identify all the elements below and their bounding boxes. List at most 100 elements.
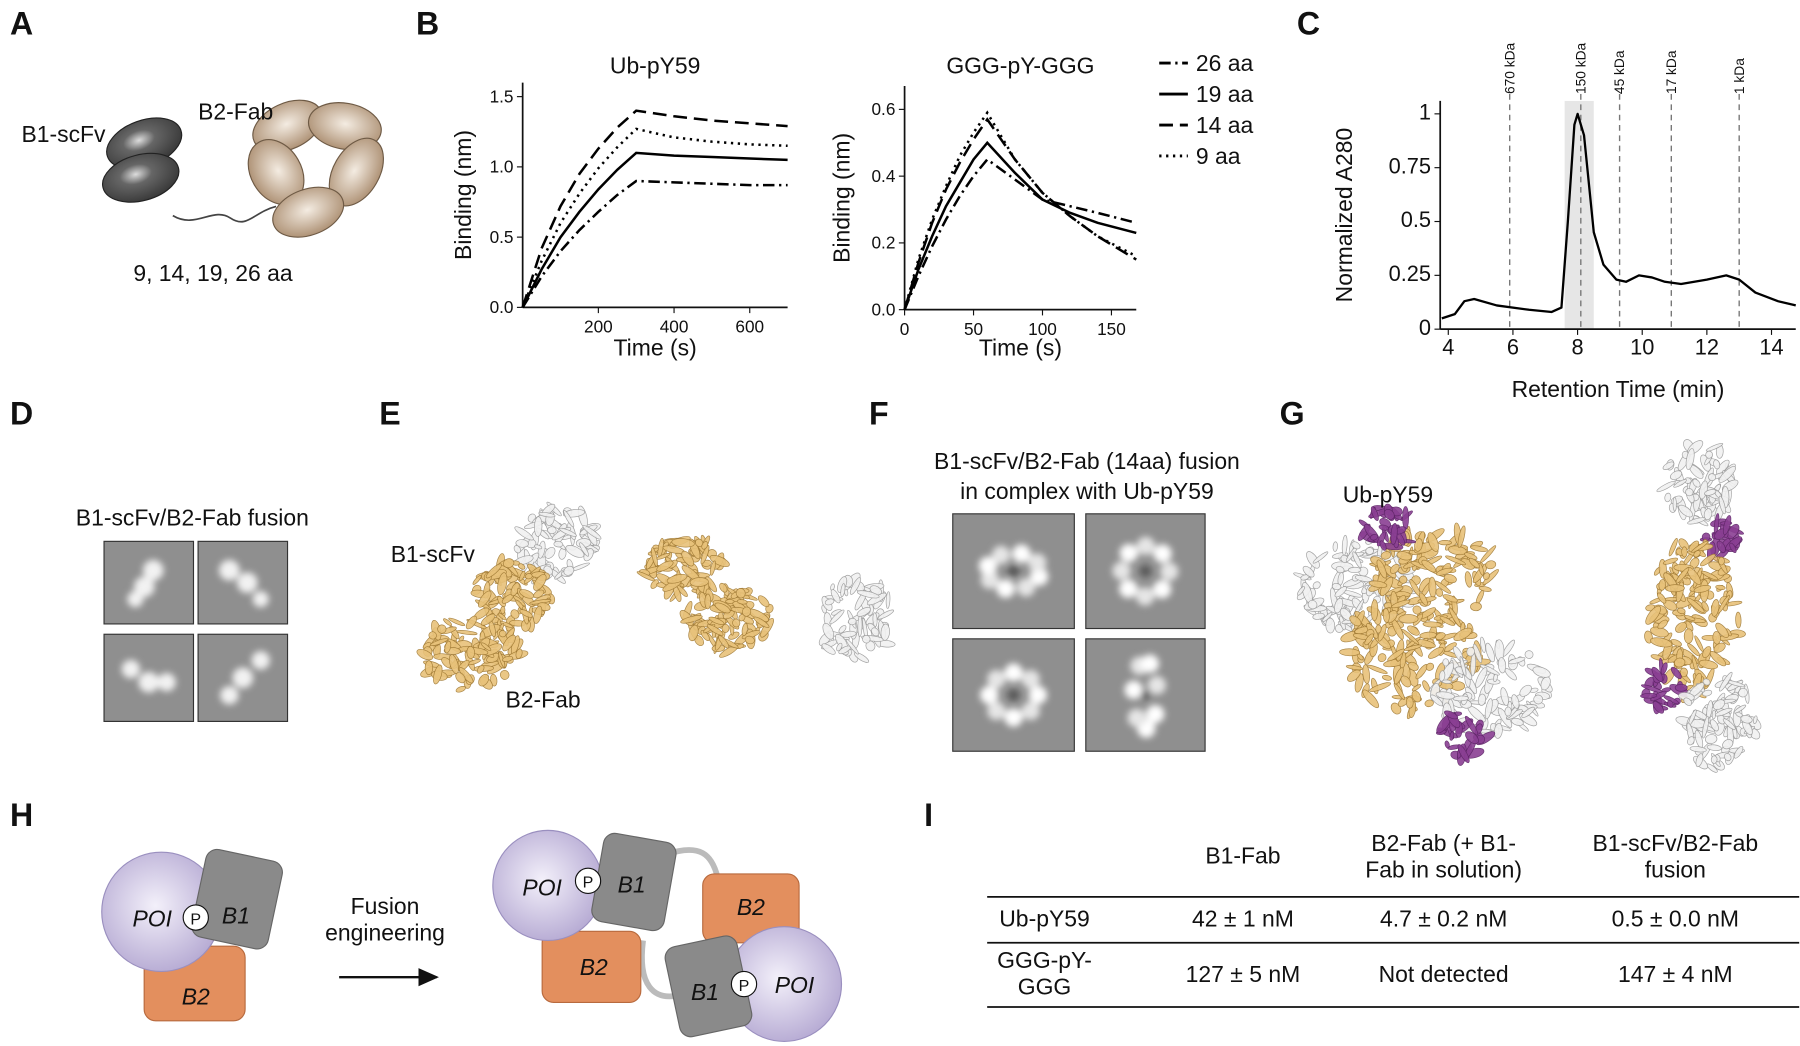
particle <box>121 659 176 693</box>
ribbon <box>519 570 526 581</box>
panel-label: B <box>416 5 439 41</box>
data-line <box>521 179 788 309</box>
ribbon <box>478 673 490 687</box>
ribbon <box>510 609 520 619</box>
panel-label: C <box>1297 5 1320 41</box>
ribbon <box>1494 722 1503 739</box>
ribbon <box>563 565 575 576</box>
ribbon <box>1718 466 1736 483</box>
particle-blob <box>157 673 176 692</box>
ribbon <box>829 609 845 625</box>
ribbon <box>1345 664 1364 671</box>
particle-blob <box>1146 704 1165 724</box>
ribbon <box>1640 692 1658 699</box>
legend: 26 aa 19 aa 14 aa 9 aa <box>1159 50 1254 169</box>
ribbon <box>1723 753 1732 762</box>
ribbon <box>1379 540 1387 551</box>
table-cell: Not detected <box>1378 961 1509 987</box>
marker-label: 17 kDa <box>1664 50 1679 94</box>
ribbon <box>525 573 533 580</box>
ribbon <box>1438 540 1452 546</box>
particle-blob <box>1152 580 1172 599</box>
legend-label: 14 aa <box>1196 112 1254 138</box>
ribbon <box>1470 602 1482 612</box>
table-cell: 127 ± 5 nM <box>1185 961 1301 987</box>
ribbon <box>688 624 699 642</box>
ribbon <box>1382 607 1390 623</box>
panel-e: B1-scFv B2-Fab <box>391 501 896 713</box>
ribbon <box>1733 704 1747 714</box>
ribbon <box>735 588 746 599</box>
ribbon <box>848 617 857 626</box>
ribbon <box>1478 586 1492 592</box>
ribbon <box>1477 693 1487 706</box>
ribbon <box>666 573 688 584</box>
ribbon <box>577 505 588 528</box>
ribbon <box>1657 592 1667 604</box>
particle <box>220 651 270 705</box>
phospho <box>182 904 209 931</box>
ribbon <box>1713 459 1721 470</box>
ribbon <box>1464 571 1473 588</box>
ribbon <box>1656 480 1676 493</box>
ribbon <box>1376 531 1386 547</box>
panel-subtitle: in complex with Ub-pY59 <box>960 478 1214 504</box>
ribbon <box>1484 698 1493 720</box>
ribbon <box>1702 689 1713 697</box>
ribbon <box>1685 488 1694 497</box>
b1-label: B1 <box>618 871 646 897</box>
chart: 0.0 0.2 0.4 0.6 0 50 100 150 GGG-pY-GGG Time (s) B… <box>829 50 1254 360</box>
ribbon <box>1683 628 1694 644</box>
ribbon <box>1700 570 1719 581</box>
panel-label: D <box>10 395 33 431</box>
ribbon <box>547 526 557 535</box>
ribbon <box>1485 560 1497 570</box>
ribbon <box>1673 657 1686 668</box>
ribbon <box>1729 542 1737 554</box>
ribbon <box>1375 624 1382 634</box>
ribbon <box>721 623 730 633</box>
ribbon <box>1354 575 1372 583</box>
ribbon <box>1701 601 1709 612</box>
ribbon <box>821 643 836 655</box>
ribbon <box>1698 659 1719 670</box>
x-tick-label: 8 <box>1572 334 1584 359</box>
panel-g: Ub-pY59 <box>1293 439 1762 773</box>
ribbon <box>1369 534 1379 541</box>
particle-blob <box>1028 685 1048 705</box>
ribbon <box>1651 666 1664 682</box>
ribbon <box>533 605 543 624</box>
b1-label: B1 <box>222 902 250 928</box>
ribbon <box>1411 684 1422 692</box>
ribbon <box>416 648 434 661</box>
ribbon <box>480 642 492 652</box>
ribbon <box>1312 581 1321 590</box>
ubiquitin-label: Ub-pY59 <box>1343 481 1433 507</box>
panel-title: B1-scFv/B2-Fab fusion <box>76 504 309 530</box>
ribbon <box>1312 551 1329 564</box>
y-tick-label: 1 <box>1419 100 1431 125</box>
ribbon <box>1677 607 1686 615</box>
table-cell: 4.7 ± 0.2 nM <box>1379 906 1508 932</box>
ribbon <box>1665 584 1685 593</box>
b2-label: B2 <box>182 984 210 1010</box>
ribbon <box>1297 586 1305 596</box>
arrow-label: Fusion <box>351 893 420 919</box>
ribbon <box>455 686 466 693</box>
ribbon <box>498 630 507 638</box>
particle-blob <box>1007 689 1020 701</box>
ribbon <box>538 512 556 518</box>
panel-h: POI P B1 B2 Fusion engineering POI P B1 … <box>101 829 843 1042</box>
ribbon <box>476 664 485 674</box>
ribbon <box>1687 736 1695 746</box>
ribbon <box>465 615 478 630</box>
table-header: B2-Fab (+ B1-Fab in solution) <box>1343 820 1545 895</box>
ribbon <box>582 525 602 540</box>
particle <box>1124 654 1167 738</box>
ribbon <box>1444 710 1459 720</box>
ribbon <box>433 664 443 685</box>
fab-label: B2-Fab <box>198 98 273 124</box>
ribbon <box>1411 690 1422 703</box>
ribbon <box>1650 690 1667 702</box>
